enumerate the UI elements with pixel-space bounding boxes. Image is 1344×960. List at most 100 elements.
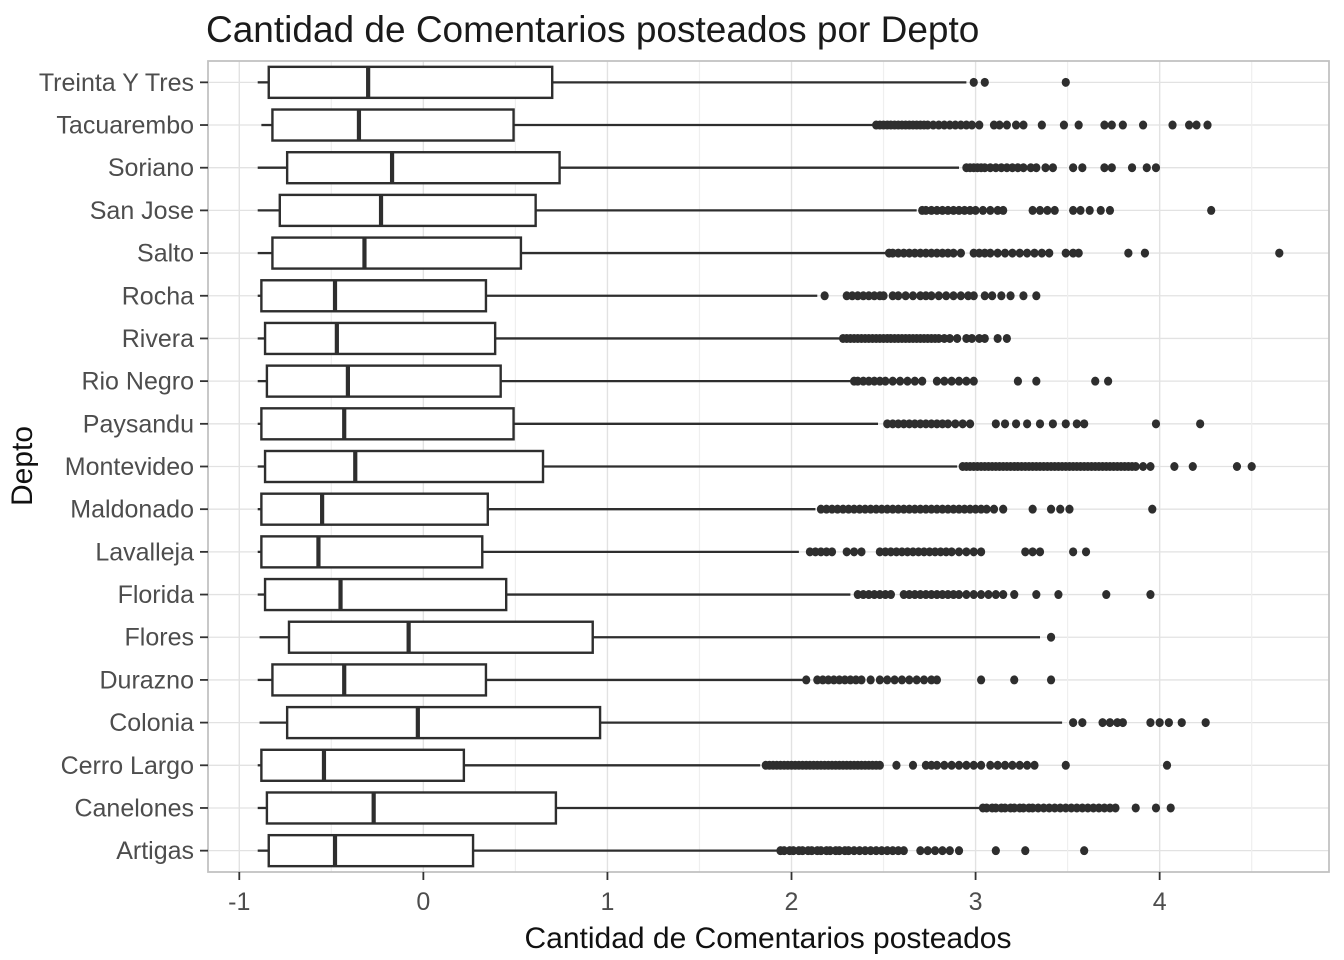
y-axis-label: Salto <box>137 240 194 268</box>
outlier-point <box>1032 376 1041 386</box>
y-axis-label: Artigas <box>116 837 194 865</box>
outlier-point <box>940 760 949 770</box>
outlier-point <box>945 333 954 343</box>
outlier-point <box>980 333 989 343</box>
outlier-point <box>977 590 986 600</box>
outlier-point <box>908 760 918 770</box>
outlier-point <box>965 419 975 429</box>
outlier-point <box>1164 718 1173 728</box>
y-axis-title: Depto <box>6 426 39 506</box>
outlier-point <box>1021 547 1030 557</box>
outlier-point <box>1069 163 1078 173</box>
outlier-point <box>1140 248 1150 258</box>
outlier-point <box>1131 462 1140 471</box>
outlier-point <box>1162 760 1172 770</box>
outlier-point <box>1000 419 1010 429</box>
x-tick-label: 4 <box>1153 888 1167 916</box>
outlier-point <box>947 376 956 386</box>
outlier-point <box>1201 718 1210 728</box>
outlier-point <box>1102 590 1111 600</box>
outlier-point <box>940 376 949 386</box>
outlier-point <box>1072 419 1081 429</box>
outlier-point <box>954 376 964 386</box>
outlier-point <box>967 333 976 343</box>
y-axis-label: Montevideo <box>65 453 194 481</box>
box <box>278 193 537 228</box>
outlier-point <box>1155 718 1164 728</box>
outlier-point <box>1061 419 1070 429</box>
outlier-point <box>980 291 989 301</box>
outlier-point <box>1069 718 1078 728</box>
outlier-point <box>875 760 884 770</box>
outlier-point <box>1019 120 1028 130</box>
outlier-point <box>1168 120 1177 130</box>
outlier-point <box>947 760 956 770</box>
outlier-point <box>951 419 960 429</box>
outlier-point <box>1002 120 1011 130</box>
outlier-point <box>1151 163 1161 173</box>
outlier-point <box>969 77 978 87</box>
outlier-point <box>886 590 896 600</box>
outlier-point <box>932 376 942 386</box>
outlier-point <box>1069 547 1078 557</box>
outlier-point <box>879 291 888 301</box>
box <box>263 321 497 356</box>
outlier-point <box>1151 419 1161 429</box>
outlier-point <box>991 846 1000 856</box>
outlier-point <box>802 675 811 685</box>
outlier-point <box>1008 760 1017 770</box>
box <box>260 535 484 569</box>
outlier-point <box>1118 718 1127 728</box>
outlier-point <box>890 675 899 685</box>
outlier-point <box>1074 120 1083 130</box>
outlier-point <box>945 846 954 856</box>
outlier-point <box>1138 462 1148 471</box>
box <box>271 663 488 697</box>
outlier-point <box>954 590 964 600</box>
outlier-point <box>1061 760 1070 770</box>
outlier-point <box>1069 205 1078 215</box>
outlier-point <box>1232 462 1242 471</box>
outlier-point <box>1127 163 1137 173</box>
outlier-point <box>883 675 892 685</box>
box <box>260 748 466 782</box>
outlier-point <box>975 120 984 130</box>
y-axis-label: Flores <box>125 624 194 652</box>
outlier-point <box>949 248 958 258</box>
outlier-point <box>916 846 925 856</box>
outlier-point <box>894 291 903 301</box>
y-axis-label: Maldonado <box>70 496 194 524</box>
outlier-point <box>1188 462 1197 471</box>
outlier-point <box>918 376 927 386</box>
outlier-point <box>1032 590 1041 600</box>
outlier-point <box>1247 462 1256 471</box>
outlier-point <box>1015 248 1024 258</box>
outlier-point <box>1006 291 1015 301</box>
x-axis-title: Cantidad de Comentarios posteados <box>525 922 1012 955</box>
outlier-point <box>1046 632 1056 642</box>
x-tick-label: -1 <box>228 888 250 916</box>
outlier-point <box>1107 163 1116 173</box>
outlier-point <box>866 675 875 685</box>
outlier-point <box>991 419 1000 429</box>
outlier-point <box>1100 163 1109 173</box>
outlier-point <box>1028 547 1037 557</box>
y-axis-label: Rivera <box>122 325 194 353</box>
outlier-point <box>1185 120 1194 130</box>
outlier-point <box>1059 120 1069 130</box>
box <box>260 407 515 441</box>
outlier-point <box>958 419 967 429</box>
outlier-point <box>1032 163 1041 173</box>
x-tick-label: 1 <box>600 888 614 916</box>
outlier-point <box>967 120 976 130</box>
outlier-point <box>969 547 978 557</box>
outlier-point <box>1019 163 1028 173</box>
outlier-point <box>1015 760 1024 770</box>
outlier-point <box>857 675 866 685</box>
outlier-point <box>1080 419 1089 429</box>
outlier-point <box>949 291 958 301</box>
outlier-point <box>1043 205 1052 215</box>
outlier-point <box>1107 120 1116 130</box>
outlier-point <box>947 547 956 557</box>
